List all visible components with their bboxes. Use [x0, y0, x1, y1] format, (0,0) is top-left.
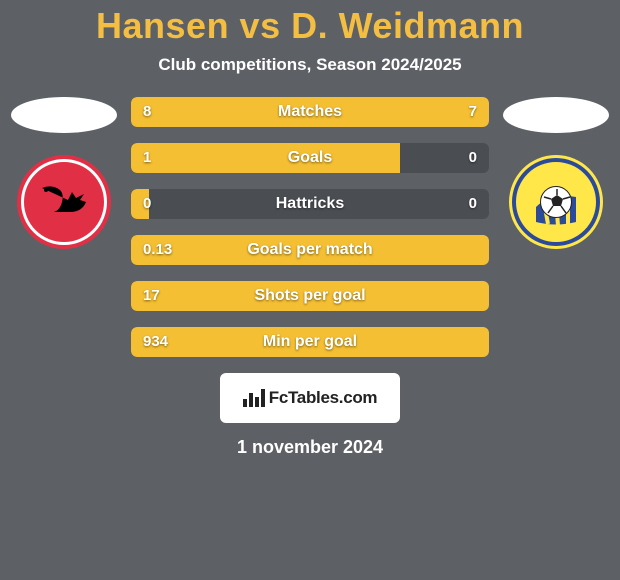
stat-label: Hattricks [131, 189, 489, 219]
date-label: 1 november 2024 [237, 437, 383, 458]
brand-badge: FcTables.com [220, 373, 400, 423]
soccer-ball-icon [540, 186, 572, 218]
stat-row: 934Min per goal [131, 327, 489, 357]
page-subtitle: Club competitions, Season 2024/2025 [158, 55, 461, 75]
stat-row: 87Matches [131, 97, 489, 127]
stat-label: Goals [131, 143, 489, 173]
right-team-crest [509, 155, 603, 249]
right-player-photo [503, 97, 609, 133]
stat-row: 00Hattricks [131, 189, 489, 219]
brand-text: FcTables.com [269, 388, 378, 408]
stat-row: 17Shots per goal [131, 281, 489, 311]
flamingo-icon [34, 182, 94, 222]
page-title: Hansen vs D. Weidmann [96, 5, 524, 47]
stats-bars: 87Matches 10Goals 00Hattricks 0.13Goals per… [131, 97, 489, 357]
stat-label: Goals per match [131, 235, 489, 265]
main-row: 87Matches 10Goals 00Hattricks 0.13Goals per… [0, 97, 620, 357]
bar-chart-icon [243, 389, 265, 407]
stat-row: 0.13Goals per match [131, 235, 489, 265]
stat-label: Min per goal [131, 327, 489, 357]
comparison-card: Hansen vs D. Weidmann Club competitions,… [0, 0, 620, 580]
right-player-column [501, 97, 611, 249]
stat-label: Matches [131, 97, 489, 127]
left-team-crest [17, 155, 111, 249]
left-player-column [9, 97, 119, 249]
left-player-photo [11, 97, 117, 133]
stat-label: Shots per goal [131, 281, 489, 311]
stat-row: 10Goals [131, 143, 489, 173]
